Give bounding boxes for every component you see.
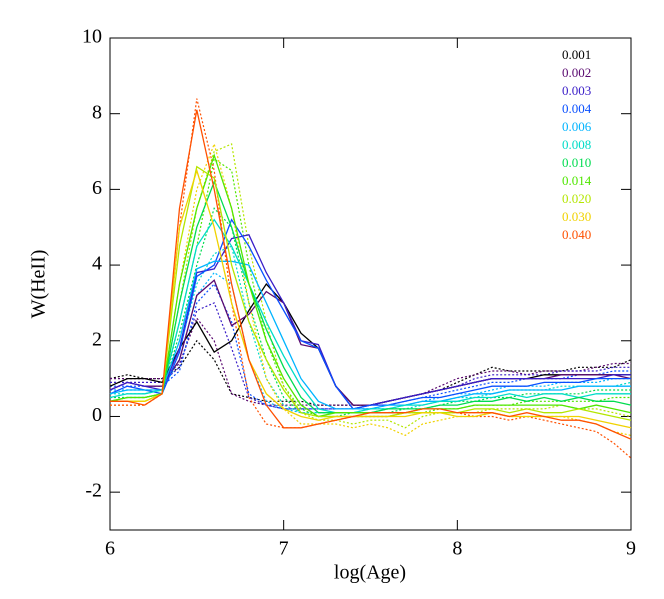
- legend-entry: 0.008: [562, 137, 591, 152]
- dotted-line: [110, 207, 631, 418]
- y-tick-label: 6: [92, 177, 102, 199]
- legend-entry: 0.003: [562, 83, 591, 98]
- legend-entry: 0.001: [562, 47, 591, 62]
- series-line: [109, 218, 631, 414]
- y-tick-label: 2: [92, 328, 102, 350]
- dotted-line: [110, 143, 632, 429]
- legend-entry: 0.040: [562, 227, 591, 242]
- legend-entry: 0.014: [562, 173, 592, 188]
- dotted-line: [110, 316, 631, 406]
- series-line: [109, 218, 631, 410]
- plot-frame: [109, 37, 632, 531]
- dotted-line: [110, 271, 631, 414]
- legend-entry: 0.020: [562, 191, 591, 206]
- y-tick-label: 10: [82, 26, 102, 48]
- dotted-line: [110, 302, 631, 410]
- dotted-line: [110, 142, 632, 437]
- x-tick-label: 8: [452, 538, 462, 560]
- y-tick-label: 0: [92, 404, 102, 426]
- x-tick-label: 6: [105, 538, 115, 560]
- legend-entry: 0.006: [562, 119, 592, 134]
- series-line: [109, 279, 632, 406]
- dotted-line: [110, 98, 632, 459]
- legend-entry: 0.002: [562, 65, 591, 80]
- y-tick-label: 4: [92, 253, 102, 275]
- y-tick-label: 8: [92, 101, 102, 123]
- legend-entry: 0.030: [562, 209, 591, 224]
- legend-entry: 0.010: [562, 155, 591, 170]
- series-line: [110, 109, 632, 440]
- legend-entry: 0.004: [562, 101, 592, 116]
- x-tick-label: 9: [626, 538, 636, 560]
- dotted-line: [110, 245, 632, 414]
- y-axis-label: W(HeII): [28, 250, 50, 319]
- y-tick-label: -2: [85, 480, 102, 502]
- x-tick-label: 7: [279, 538, 289, 560]
- x-axis-label: log(Age): [334, 562, 406, 584]
